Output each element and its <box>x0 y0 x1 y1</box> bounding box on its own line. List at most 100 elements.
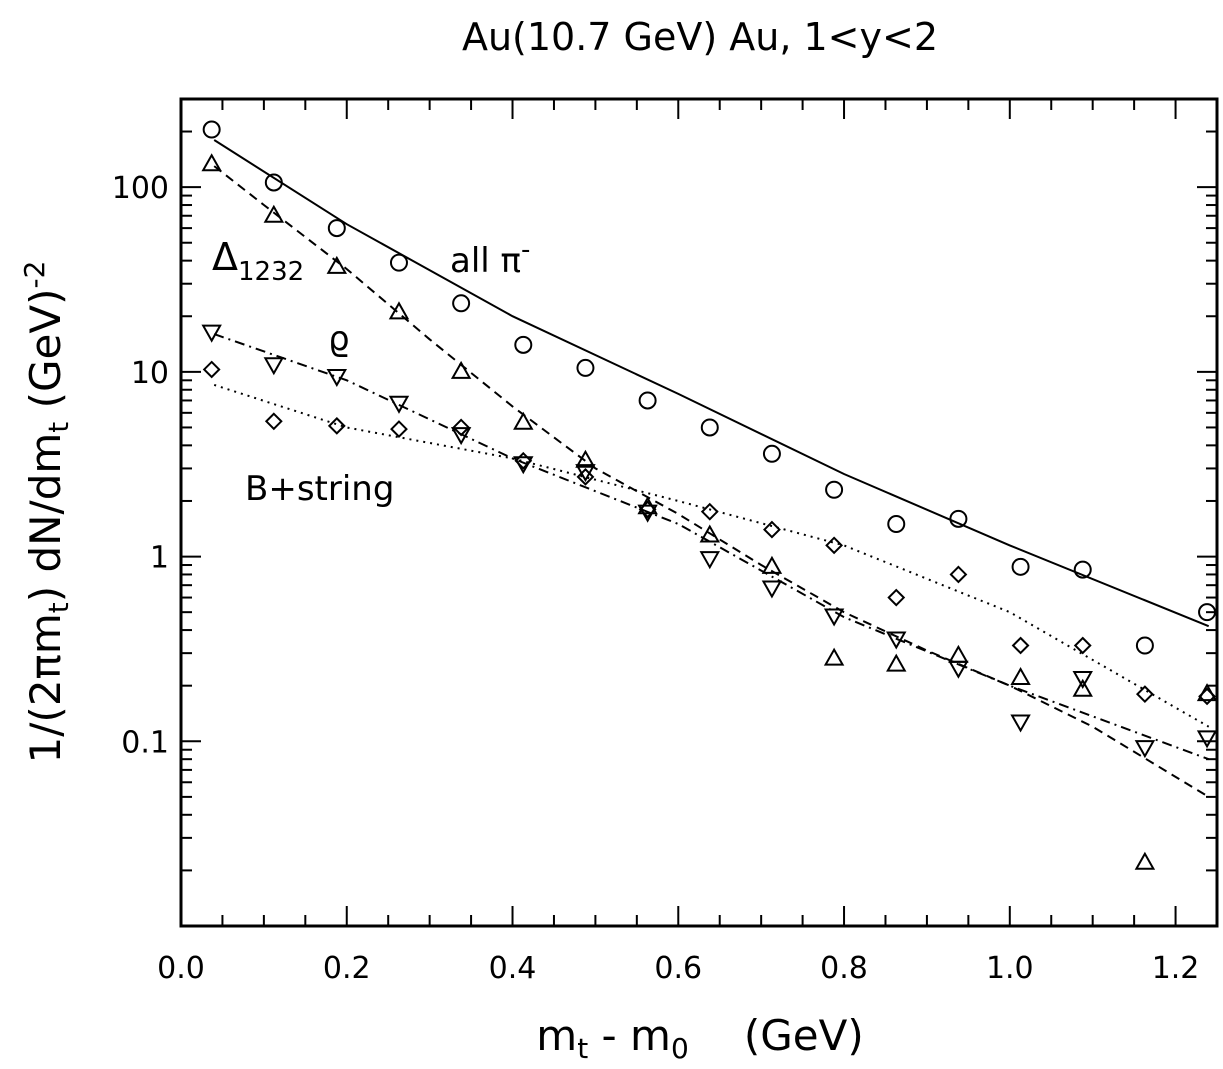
x-axis-title: mt - m0 (GeV) <box>536 1011 863 1065</box>
marker-diamond <box>763 520 781 539</box>
x-tick-label: 0.2 <box>323 951 371 986</box>
y-tick-labels: 0.1 1 10 100 <box>112 171 169 760</box>
marker-triangle-up <box>263 204 285 223</box>
marker-diamond <box>825 536 844 555</box>
x-tick-labels: 0.0 0.2 0.4 0.6 0.8 1.0 1.2 <box>157 951 1199 986</box>
marker-circle <box>1011 557 1030 576</box>
marker-diamond <box>514 451 533 470</box>
marker-triangle-down <box>263 357 285 376</box>
marker-diamond <box>1135 685 1154 704</box>
marker-triangle-down <box>388 395 410 414</box>
marker-circle <box>825 480 844 499</box>
marker-circle <box>264 173 283 192</box>
marker-triangle-down <box>201 324 222 343</box>
marker-circle <box>887 515 906 534</box>
y-axis-title-b-sub: t <box>42 422 75 433</box>
annotation-all-pi-sup: - <box>521 235 530 265</box>
marker-triangle-up <box>1072 678 1093 697</box>
marker-triangle-down <box>823 608 845 627</box>
y-axis-title-c-sup: -2 <box>18 261 51 289</box>
fit-curves <box>213 139 1210 798</box>
marker-triangle-up <box>201 153 222 172</box>
marker-diamond <box>390 420 408 438</box>
marker-circle <box>700 418 719 437</box>
marker-triangle-up <box>1010 667 1031 686</box>
marker-triangle-down <box>699 551 720 570</box>
y-tick-label: 10 <box>131 356 169 391</box>
marker-triangle-down <box>1134 740 1156 759</box>
y-axis-title-a-sub: t <box>42 602 75 613</box>
marker-triangle-down <box>1010 714 1031 733</box>
marker-diamond <box>327 416 346 435</box>
annotation-delta: Δ1232 <box>212 235 304 287</box>
marker-triangle-down <box>326 368 348 387</box>
marker-diamond <box>202 360 221 379</box>
annotation-rho: ϱ <box>328 319 350 359</box>
marker-triangle-up <box>1134 851 1156 870</box>
x-tick-label: 1.2 <box>1152 951 1200 986</box>
plot-border <box>179 97 1219 928</box>
marker-diamond <box>949 565 968 584</box>
marker-circle <box>638 391 657 410</box>
annotation-b-string: B+string <box>245 469 394 509</box>
y-tick-label: 1 <box>150 541 169 576</box>
fit-curve-dashed <box>213 165 1210 798</box>
annotation-all-pi: all π- <box>450 235 530 281</box>
marker-triangle-up <box>513 411 534 430</box>
marker-circle <box>576 358 595 377</box>
marker-circle <box>1198 603 1217 622</box>
marker-triangle-down <box>886 631 907 650</box>
axis-ticks <box>180 98 1218 927</box>
marker-triangle-up <box>823 647 845 666</box>
marker-triangle-up <box>886 653 907 672</box>
marker-triangle-up <box>575 449 596 468</box>
marker-triangle-down <box>761 580 783 599</box>
plot-frame <box>179 97 1219 928</box>
x-axis-title-sub2: 0 <box>671 1032 689 1065</box>
marker-triangle-down <box>1196 730 1218 749</box>
x-axis-title-sub1: t <box>577 1032 588 1065</box>
marker-triangle-up <box>761 555 783 574</box>
marker-triangle-down <box>948 660 969 679</box>
marker-diamond <box>1011 636 1030 655</box>
marker-diamond <box>638 500 657 519</box>
fit-curve-dashdot <box>213 333 1210 761</box>
marker-diamond <box>700 502 719 521</box>
marker-circle <box>452 294 471 313</box>
marker-circle <box>514 335 533 354</box>
x-axis-title-unit: (GeV) <box>744 1011 864 1060</box>
x-axis-title-mid: - m <box>588 1011 671 1060</box>
marker-diamond <box>887 588 906 607</box>
marker-diamond <box>576 467 595 486</box>
marker-triangle-up <box>388 301 410 320</box>
marker-circle <box>1073 560 1092 579</box>
marker-circle <box>389 253 408 272</box>
annotation-delta-text: Δ <box>212 235 238 279</box>
marker-diamond <box>264 412 283 431</box>
marker-diamond <box>1073 636 1092 655</box>
annotation-delta-sub: 1232 <box>238 257 304 287</box>
x-tick-label: 0.0 <box>157 951 205 986</box>
marker-circle <box>202 120 221 139</box>
marker-circle <box>327 219 346 238</box>
y-axis-title-c: (GeV) <box>21 288 70 421</box>
x-tick-label: 0.6 <box>654 951 702 986</box>
marker-triangle-up <box>450 360 472 379</box>
marker-triangle-up <box>948 644 969 663</box>
annotation-all-pi-text: all π <box>450 241 521 281</box>
y-axis-title-b: ) dN/dm <box>21 433 70 603</box>
marker-triangle-up <box>326 255 348 274</box>
marker-circle <box>1135 636 1154 655</box>
x-tick-label: 0.4 <box>489 951 537 986</box>
y-axis-title: 1/(2πmt) dN/dmt (GeV)-2 <box>18 261 75 764</box>
data-markers <box>201 120 1218 870</box>
x-axis-title-main: m <box>536 1011 577 1060</box>
marker-triangle-up <box>699 524 720 543</box>
marker-triangle-down <box>1072 671 1093 690</box>
x-tick-label: 1.0 <box>986 951 1034 986</box>
marker-triangle-down <box>450 427 472 446</box>
chart-title: Au(10.7 GeV) Au, 1<y<2 <box>462 15 938 59</box>
y-tick-label: 100 <box>112 171 169 206</box>
marker-circle <box>949 509 968 528</box>
